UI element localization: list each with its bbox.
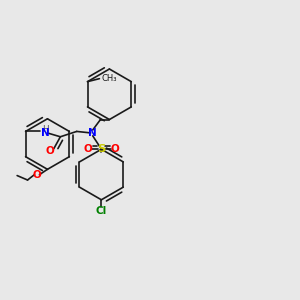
Text: O: O [33,170,41,180]
Text: S: S [97,144,106,154]
Text: O: O [110,144,119,154]
Text: CH₃: CH₃ [102,74,117,83]
Text: H: H [42,125,49,134]
Text: Cl: Cl [96,206,107,216]
Text: O: O [46,146,55,156]
Text: O: O [84,144,93,154]
Text: N: N [88,128,97,138]
Text: N: N [41,128,50,138]
